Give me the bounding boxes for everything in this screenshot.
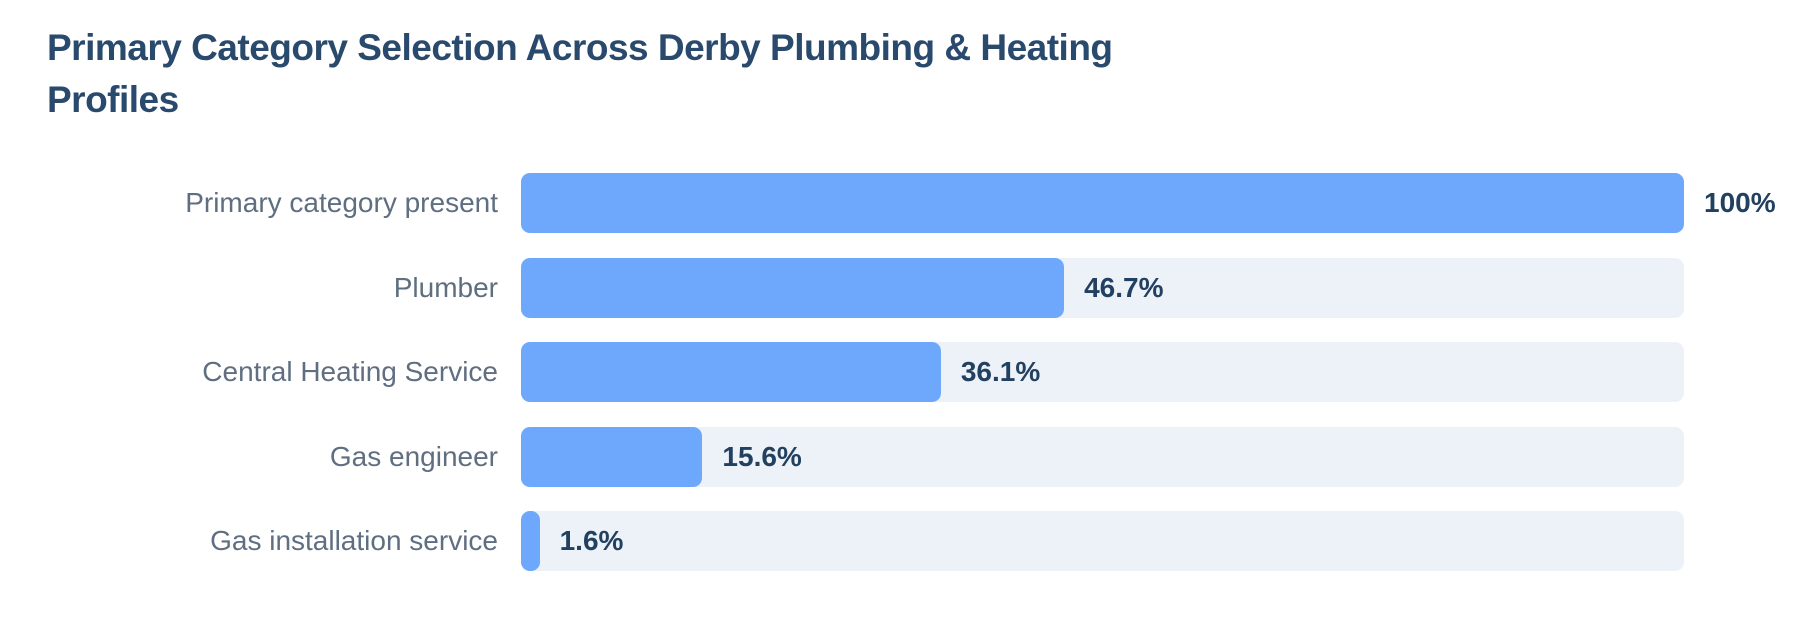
bar-track bbox=[521, 257, 1684, 318]
value-label: 36.1% bbox=[960, 356, 1041, 387]
value-label: 1.6% bbox=[559, 525, 624, 556]
bar-row: Central Heating Service 36.1% bbox=[0, 342, 1800, 402]
chart-title: Primary Category Selection Across Derby … bbox=[47, 27, 1113, 120]
category-label: Gas installation service bbox=[210, 525, 498, 556]
category-label: Plumber bbox=[393, 271, 498, 303]
value-label: 46.7% bbox=[1084, 271, 1164, 303]
value-label: 100% bbox=[1704, 187, 1776, 218]
bar-track bbox=[521, 342, 1684, 402]
category-label: Primary category present bbox=[185, 187, 498, 218]
bar bbox=[521, 173, 1684, 233]
bar-track bbox=[521, 173, 1684, 233]
bar-row: Gas engineer 15.6% bbox=[0, 426, 1800, 487]
category-label: Gas engineer bbox=[329, 440, 498, 472]
bar bbox=[521, 257, 1065, 318]
value-label: 15.6% bbox=[722, 440, 802, 472]
bar-row: Primary category present 100% bbox=[0, 173, 1800, 233]
bar-row: Plumber 46.7% bbox=[0, 257, 1800, 318]
bar-track bbox=[521, 511, 1684, 571]
bar-row: Gas installation service 1.6% bbox=[0, 511, 1800, 571]
bar bbox=[521, 342, 941, 402]
bar bbox=[521, 511, 540, 571]
category-label: Central Heating Service bbox=[202, 356, 498, 387]
bar bbox=[521, 426, 703, 487]
bar-track bbox=[521, 426, 1684, 487]
